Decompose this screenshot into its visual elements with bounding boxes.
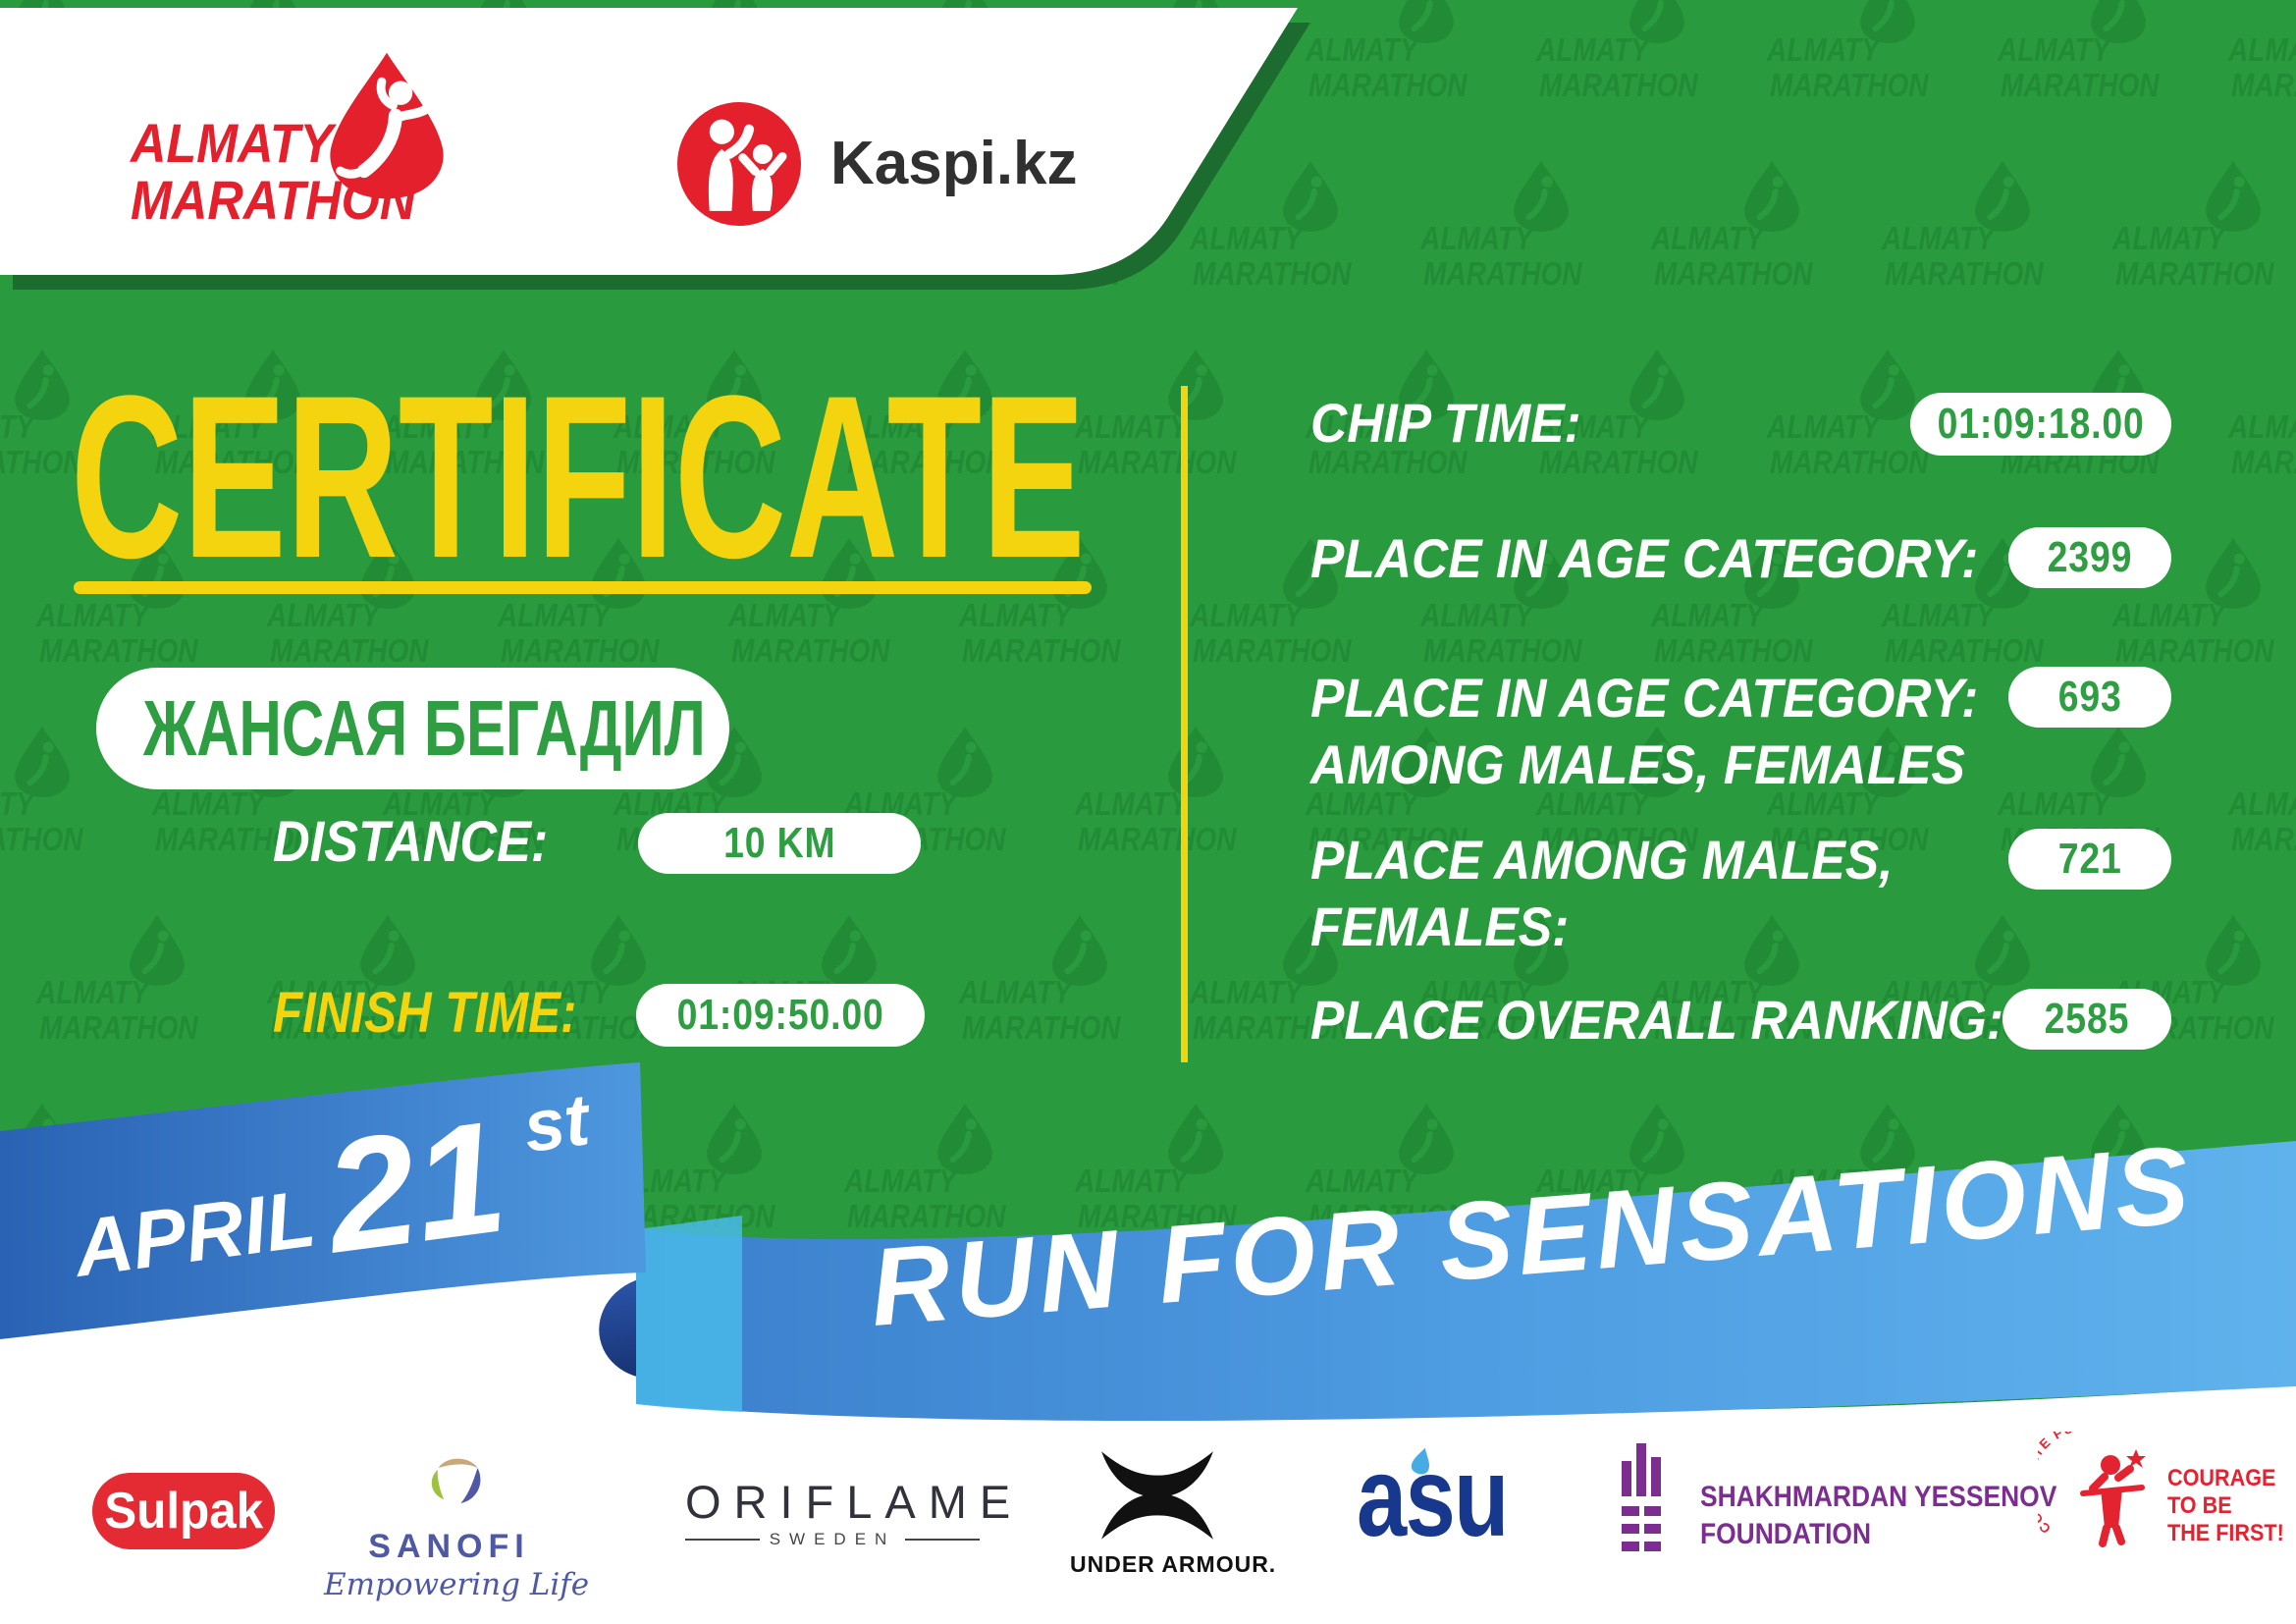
age-category-gender-value-field: 693 bbox=[2008, 667, 2171, 728]
ribbon-day-suffix: st bbox=[519, 1078, 597, 1167]
chip-time-label: CHIP TIME: bbox=[1310, 392, 1581, 454]
ribbon-left-band bbox=[0, 1062, 646, 1339]
finish-time-value-field: 01:09:50.00 bbox=[636, 984, 925, 1047]
distance-value: 10 KM bbox=[722, 819, 836, 867]
gender-place-label2: FEMALES: bbox=[1310, 895, 1570, 957]
almaty-logo-line2: MARATHON bbox=[131, 169, 416, 231]
ribbon-slogan: RUN FOR SENSATIONS bbox=[866, 1122, 2198, 1349]
finish-time-value: 01:09:50.00 bbox=[676, 991, 884, 1039]
sanofi-label: SANOFI bbox=[368, 1528, 530, 1565]
courage-label-line3: THE FIRST! bbox=[2167, 1520, 2284, 1546]
yessenov-icon bbox=[1622, 1443, 1661, 1551]
finish-time-label: FINISH TIME: bbox=[273, 981, 577, 1045]
results-divider bbox=[1181, 386, 1188, 1062]
ribbon-curl bbox=[599, 1275, 713, 1380]
chip-time-value-field: 01:09:18.00 bbox=[1910, 393, 2171, 456]
age-category-gender-label2: AMONG MALES, FEMALES bbox=[1310, 733, 1965, 795]
header-shape bbox=[0, 8, 1310, 290]
under-armour-icon bbox=[1101, 1451, 1213, 1540]
oriflame-line-right bbox=[905, 1539, 980, 1541]
under-armour-label: UNDER ARMOUR. bbox=[1070, 1551, 1277, 1577]
almaty-logo-line1: ALMATY bbox=[131, 112, 334, 174]
sanofi-bird-icon bbox=[431, 1458, 481, 1504]
ribbon-month: APRIL bbox=[67, 1174, 320, 1295]
age-category-value: 2399 bbox=[2047, 533, 2133, 581]
overall-ranking-value: 2585 bbox=[2044, 995, 2130, 1043]
oriflame-line-left bbox=[685, 1539, 760, 1541]
svg-text:CORPORATE FUND: CORPORATE FUND bbox=[2038, 1432, 2099, 1537]
age-category-label: PLACE IN AGE CATEGORY: bbox=[1310, 527, 1979, 589]
ribbon-right-band bbox=[636, 1141, 2296, 1422]
overall-ranking-value-field: 2585 bbox=[2002, 989, 2171, 1050]
ribbon-cyan-tip bbox=[636, 1216, 742, 1412]
overall-ranking-label: PLACE OVERALL RANKING: bbox=[1310, 989, 2004, 1051]
sulpak-label: Sulpak bbox=[104, 1483, 263, 1540]
asu-droplet-icon bbox=[1411, 1447, 1429, 1475]
age-category-gender-label: PLACE IN AGE CATEGORY: bbox=[1310, 667, 1979, 729]
age-category-gender-value: 693 bbox=[2057, 673, 2122, 721]
yessenov-label-line1: SHAKHMARDAN YESSENOV bbox=[1700, 1481, 2057, 1513]
chip-time-value: 01:09:18.00 bbox=[1937, 400, 2145, 448]
distance-label: DISTANCE: bbox=[273, 810, 549, 874]
kaspi-label: Kaspi.kz bbox=[830, 130, 1078, 197]
gender-place-value-field: 721 bbox=[2008, 829, 2171, 890]
kaspi-icon bbox=[677, 102, 801, 226]
gender-place-label: PLACE AMONG MALES, bbox=[1310, 829, 1894, 891]
ribbon-day: 21 bbox=[313, 1087, 514, 1286]
age-category-value-field: 2399 bbox=[2008, 527, 2171, 588]
sanofi-tagline: Empowering Life bbox=[324, 1567, 590, 1602]
courage-arc-label: CORPORATE FUND bbox=[2038, 1432, 2097, 1537]
title-underline bbox=[74, 581, 1092, 594]
yessenov-label-line2: FOUNDATION bbox=[1700, 1518, 1872, 1550]
gender-place-value: 721 bbox=[2057, 835, 2122, 883]
runner-name-field: ЖАНСАЯ БЕГАДИЛ bbox=[96, 668, 729, 789]
courage-fund-icon: CORPORATE FUND bbox=[2038, 1432, 2146, 1547]
oriflame-label: ORIFLAME bbox=[685, 1476, 1024, 1528]
sulpak-logo: Sulpak bbox=[92, 1473, 275, 1549]
oriflame-country: SWEDEN bbox=[769, 1530, 896, 1548]
page-title: CERTIFICATE bbox=[71, 348, 1086, 607]
runner-name: ЖАНСАЯ БЕГАДИЛ bbox=[143, 684, 706, 772]
courage-label-line1: COURAGE bbox=[2167, 1465, 2276, 1491]
distance-value-field: 10 KM bbox=[638, 813, 921, 874]
oriflame-sub: SWEDEN bbox=[685, 1530, 980, 1549]
courage-label-line2: TO BE bbox=[2167, 1492, 2232, 1519]
